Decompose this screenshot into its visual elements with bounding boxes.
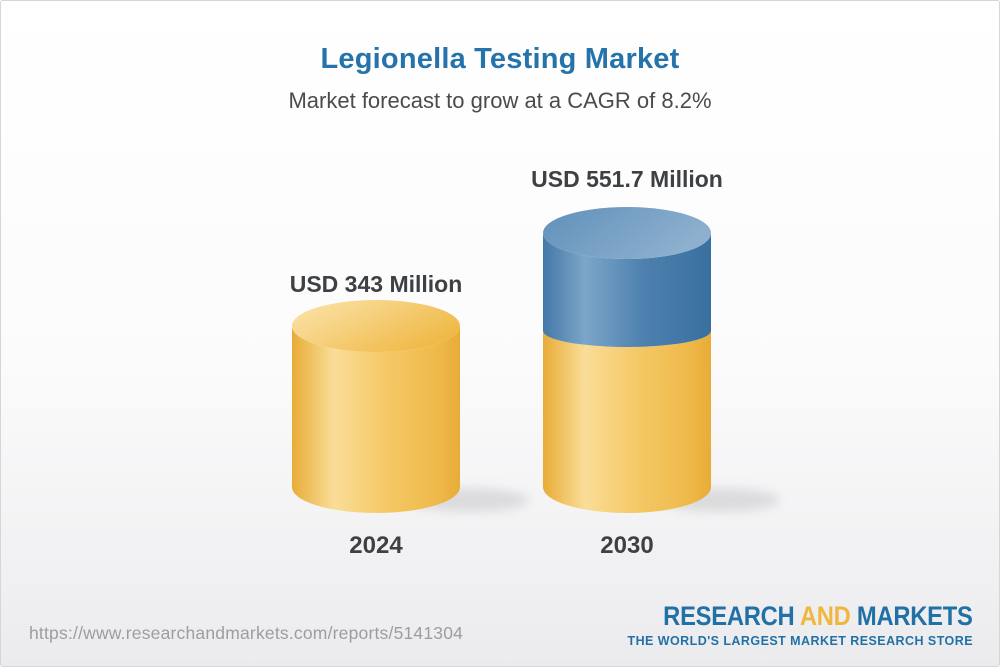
value-label-2030: USD 551.7 Million [531, 166, 723, 192]
logo-word-markets: MARKETS [857, 601, 973, 631]
category-label-2030: 2030 [600, 532, 654, 559]
cylinder-2024-body [292, 326, 460, 513]
logo-word-research: RESEARCH [663, 601, 795, 631]
research-and-markets-logo: RESEARCH AND MARKETS THE WORLD'S LARGEST… [621, 601, 974, 648]
report-url: https://www.researchandmarkets.com/repor… [29, 623, 464, 643]
category-label-2024: 2024 [349, 532, 403, 559]
page-title: Legionella Testing Market [320, 43, 680, 75]
logo-tagline: THE WORLD'S LARGEST MARKET RESEARCH STOR… [627, 633, 973, 648]
page-subtitle: Market forecast to grow at a CAGR of 8.2… [288, 88, 712, 113]
cylinder-2024 [292, 300, 460, 513]
cylinder-2030-top [543, 207, 711, 259]
value-label-2024: USD 343 Million [289, 271, 463, 297]
cylinder-2024-top [292, 300, 460, 352]
cylinder-2030-base-segment [543, 331, 711, 513]
cylinder-2030-growth-segment [543, 233, 711, 347]
logo-wordmark: RESEARCH AND MARKETS [663, 601, 974, 632]
logo-word-and: AND [800, 601, 852, 631]
cylinder-2030 [543, 207, 711, 513]
